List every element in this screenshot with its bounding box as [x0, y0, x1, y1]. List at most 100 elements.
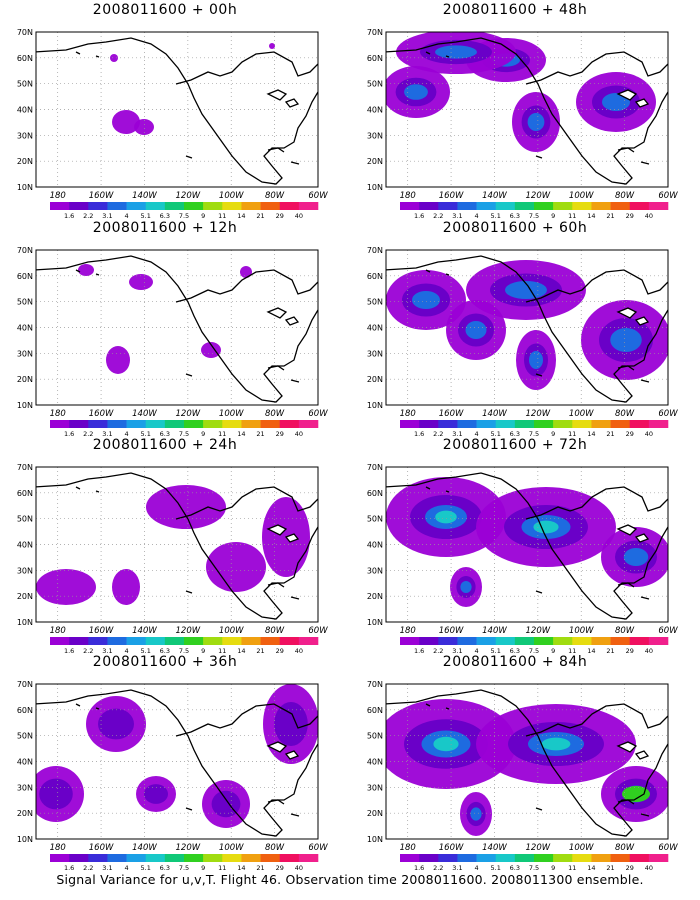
lat-tick-label: 10N [367, 618, 383, 627]
lon-tick-label: 100W [219, 191, 244, 201]
colorbar-label: 2.2 [83, 864, 93, 872]
colorbar-label: 4 [475, 430, 479, 438]
colorbar-swatch [145, 637, 166, 645]
colorbar-swatch [419, 854, 439, 862]
colorbar-label: 7.5 [179, 864, 189, 872]
variance-map: 70N 60N 50N 40N 30N 20N 10N 180 160W 140W 120W 100W… [17, 28, 328, 220]
colorbar-swatch [260, 420, 281, 428]
lat-tick-label: 10N [367, 835, 383, 844]
lon-tick-label: 140W [482, 409, 507, 419]
colorbar-label: 1.6 [414, 212, 424, 220]
colorbar-swatch [145, 420, 166, 428]
lon-tick-label: 80W [615, 409, 635, 419]
colorbar-swatch [69, 202, 89, 210]
lat-tick-label: 60N [367, 706, 383, 715]
lon-tick-label: 140W [482, 843, 507, 853]
colorbar-label: 29 [276, 212, 284, 220]
lat-tick-label: 20N [367, 375, 383, 384]
colorbar-swatch [203, 202, 223, 210]
colorbar-label: 2.2 [83, 647, 93, 655]
colorbar-swatch [648, 637, 669, 645]
colorbar-label: 40 [645, 864, 653, 872]
colorbar-swatch [88, 202, 108, 210]
colorbar-swatch [419, 637, 439, 645]
lon-tick-label: 140W [482, 191, 507, 201]
colorbar-swatch [222, 420, 242, 428]
lon-tick-label: 180 [50, 191, 66, 201]
lat-tick-label: 50N [367, 732, 383, 741]
lon-tick-label: 120W [526, 191, 551, 201]
colorbar-label: 9 [551, 212, 555, 220]
lat-tick-label: 60N [17, 272, 33, 281]
lon-tick-label: 100W [219, 409, 244, 419]
colorbar-label: 11 [218, 212, 226, 220]
lon-tick-label: 60W [658, 191, 678, 201]
variance-map: 70N 60N 50N 40N 30N 20N 10N 180 160W 140W 120W 100W… [17, 246, 328, 438]
variance-region [112, 110, 140, 134]
colorbar-label: 40 [295, 430, 303, 438]
panel-title: 2008011600 + 12h [92, 220, 238, 236]
lon-tick-label: 180 [400, 843, 416, 853]
lat-tick-label: 70N [17, 28, 33, 37]
lon-tick-label: 100W [569, 409, 594, 419]
colorbar-swatch [222, 854, 242, 862]
colorbar-label: 2.2 [433, 430, 443, 438]
colorbar-swatch [241, 202, 261, 210]
colorbar-swatch [572, 420, 592, 428]
colorbar-label: 21 [606, 864, 614, 872]
colorbar-label: 4 [475, 212, 479, 220]
colorbar-swatch [164, 420, 185, 428]
lon-tick-label: 160W [89, 409, 114, 419]
lon-tick-label: 60W [308, 843, 328, 853]
map-panel-60h: 2008011600 + 60h 70N 60N 50N 40N 30N 20N 10N 180… [350, 218, 680, 438]
colorbar-swatch [50, 637, 70, 645]
colorbar-swatch [88, 420, 108, 428]
colorbar-swatch [107, 420, 127, 428]
lat-tick-label: 50N [17, 732, 33, 741]
colorbar-swatch [534, 420, 554, 428]
colorbar-label: 40 [295, 212, 303, 220]
lon-tick-label: 160W [89, 626, 114, 636]
colorbar-swatch [572, 637, 592, 645]
colorbar-swatch [400, 854, 420, 862]
variance-region [146, 485, 226, 529]
lon-tick-label: 80W [265, 843, 285, 853]
colorbar-label: 9 [201, 647, 205, 655]
colorbar-label: 1.6 [64, 212, 74, 220]
colorbar-label: 5.1 [141, 212, 151, 220]
variance-map: 70N 60N 50N 40N 30N 20N 10N 180 160W 140W 120W 100W… [367, 246, 678, 438]
colorbar-label: 3.1 [452, 212, 462, 220]
lat-tick-label: 40N [367, 106, 383, 115]
lon-tick-label: 160W [89, 191, 114, 201]
colorbar-label: 9 [201, 430, 205, 438]
colorbar-label: 7.5 [529, 430, 539, 438]
colorbar-label: 9 [551, 864, 555, 872]
lat-tick-label: 20N [17, 157, 33, 166]
colorbar-label: 2.2 [83, 212, 93, 220]
lon-tick-label: 160W [439, 191, 464, 201]
colorbar-label: 40 [645, 647, 653, 655]
lat-tick-label: 40N [367, 541, 383, 550]
colorbar-label: 7.5 [179, 430, 189, 438]
lon-tick-label: 160W [439, 843, 464, 853]
colorbar-label: 3.1 [102, 212, 112, 220]
lon-tick-label: 140W [132, 626, 157, 636]
variance-map: 70N 60N 50N 40N 30N 20N 10N 180 160W 140W 120W 100W… [367, 28, 678, 220]
colorbar-label: 14 [587, 430, 595, 438]
colorbar-swatch [553, 637, 573, 645]
map-panel-36h: 2008011600 + 36h 70N 60N 50N 40N 30N 20N 10N 180… [0, 652, 330, 872]
colorbar-label: 5.1 [491, 430, 501, 438]
lon-tick-label: 180 [50, 843, 66, 853]
colorbar-label: 5.1 [491, 647, 501, 655]
lon-tick-label: 140W [132, 843, 157, 853]
colorbar-label: 5.1 [141, 430, 151, 438]
lat-tick-label: 30N [367, 349, 383, 358]
colorbar-label: 21 [606, 430, 614, 438]
variance-region [112, 569, 140, 605]
variance-region [201, 342, 221, 358]
lat-tick-label: 60N [367, 54, 383, 63]
colorbar-label: 4 [475, 864, 479, 872]
panel-title: 2008011600 + 72h [442, 437, 588, 453]
lon-tick-label: 160W [439, 409, 464, 419]
variance-shading [36, 485, 310, 605]
